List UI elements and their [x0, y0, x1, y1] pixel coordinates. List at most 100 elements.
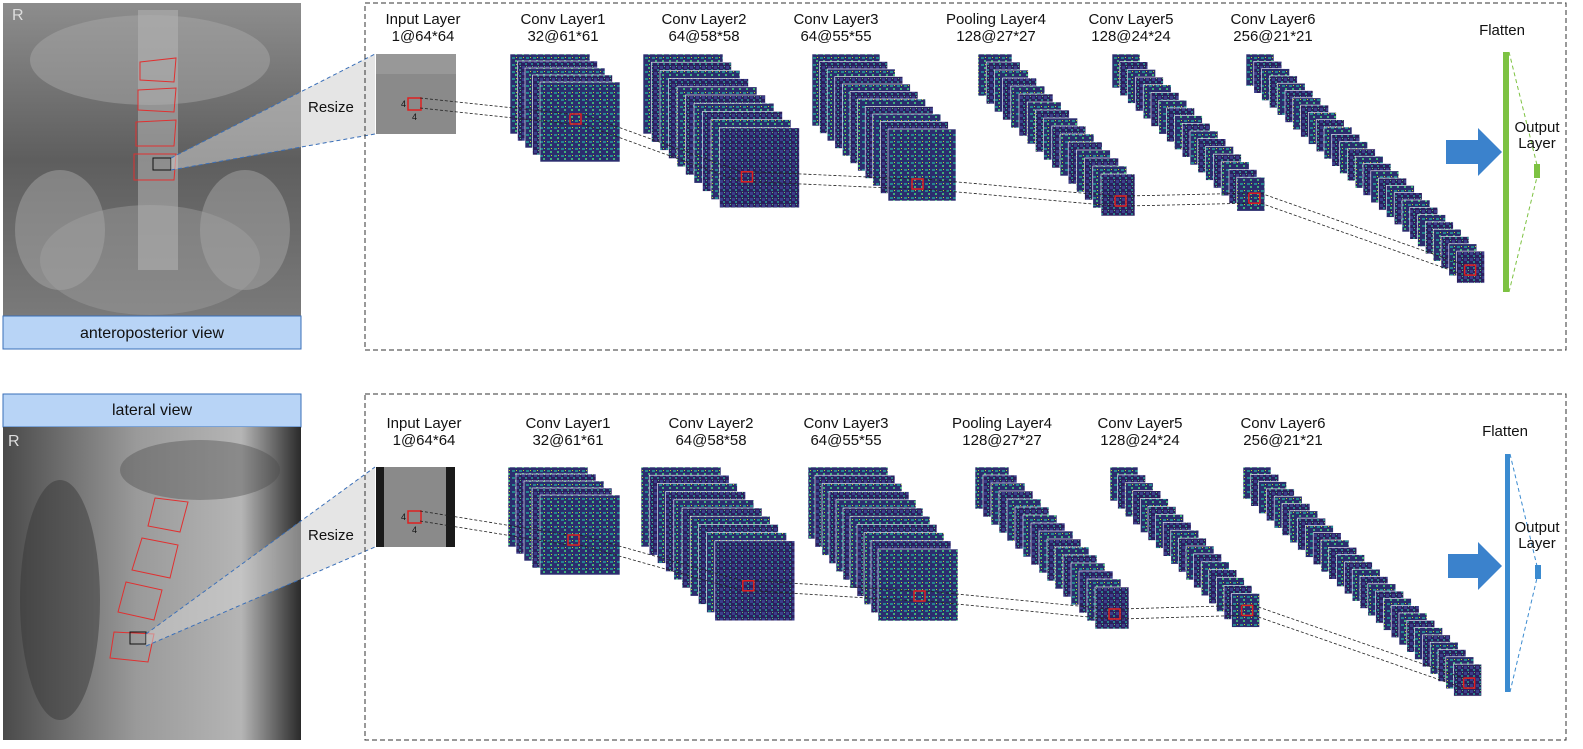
kernel-box: [1114, 195, 1127, 207]
layer-name: Conv Layer6: [1230, 11, 1315, 28]
vertebra-outline: [109, 631, 155, 663]
layer-size: 64@58*58: [668, 28, 739, 45]
panel-lateral: lateral view R Resize Input Layer 1@64*6…: [2, 393, 1567, 741]
layer-name: Conv Layer5: [1097, 415, 1182, 432]
kernel-box: [1240, 604, 1254, 617]
connection-line: [1120, 605, 1242, 610]
xray-corner-mark: R: [8, 433, 20, 450]
feature-map-stack: [640, 466, 796, 622]
connection-line: [925, 600, 1110, 620]
feature-map: [1100, 173, 1136, 217]
feature-map: [1231, 593, 1260, 628]
output-node-lat: [1535, 565, 1541, 579]
network-box-ap: [364, 2, 1567, 351]
layer-size: 1@64*64: [393, 432, 456, 449]
connection-line: [1126, 192, 1249, 197]
arrow-icon: [1446, 128, 1502, 176]
flatten-bar-ap: [1503, 52, 1509, 292]
kernel-box: [740, 171, 754, 183]
resize-label-ap: Resize: [308, 99, 354, 116]
feature-map: [1456, 250, 1485, 284]
zoom-cone: [146, 467, 375, 646]
vertebra-outline: [131, 537, 179, 579]
feature-map: [1094, 586, 1130, 630]
connection-line: [1126, 202, 1249, 207]
layer-size: 128@27*27: [956, 28, 1035, 45]
vertebra-outline: [139, 57, 177, 83]
kernel-box: [1462, 677, 1476, 689]
output-label-ap: Output: [1514, 119, 1560, 136]
layer-name: Input Layer: [386, 415, 461, 432]
layer-name: Conv Layer3: [803, 415, 888, 432]
layer-size: 64@55*55: [800, 28, 871, 45]
kernel-box: [407, 97, 422, 111]
layer-name: Conv Layer1: [525, 415, 610, 432]
kernel-box: [742, 580, 755, 592]
layer-size: 64@58*58: [675, 432, 746, 449]
feature-map-stack: [807, 466, 959, 622]
feature-map-stack: [1111, 53, 1266, 212]
connection-line: [581, 113, 742, 173]
kernel-box: [567, 534, 580, 546]
connection-line: [753, 171, 913, 180]
kernel-box: [569, 113, 582, 125]
kernel-box: [913, 590, 926, 602]
zoom-cone: [171, 54, 375, 170]
view-label-lat: lateral view: [112, 402, 192, 419]
feature-map-stack: [509, 53, 621, 163]
layer-size: 32@61*61: [532, 432, 603, 449]
xray-image-ap: R: [3, 3, 301, 317]
layer-size: 128@24*24: [1091, 28, 1170, 45]
connection-line: [1120, 615, 1242, 620]
feature-map-stack: [642, 53, 800, 209]
kernel-box: [911, 178, 924, 190]
layer-labels-lat: Input Layer 1@64*64 Conv Layer1 32@61*61…: [386, 415, 1325, 449]
feature-map: [539, 81, 621, 163]
layer-name: Conv Layer2: [668, 415, 753, 432]
connection-line: [1253, 615, 1464, 689]
kernel-box: [1463, 264, 1477, 276]
kernel-box: [407, 510, 422, 524]
feature-map-stack: [977, 53, 1136, 217]
output-node-ap: [1534, 164, 1540, 178]
feature-map: [877, 548, 959, 622]
kernel-label: 4: [412, 112, 417, 122]
layer-name: Conv Layer5: [1088, 11, 1173, 28]
layer-size: 128@24*24: [1100, 432, 1179, 449]
view-label-bar-ap: [2, 315, 302, 350]
xray-image-lat: R: [3, 427, 301, 740]
input-layer-ap: 4 4: [376, 54, 456, 134]
layer-name: Conv Layer1: [520, 11, 605, 28]
network-box-lat: [364, 393, 1567, 741]
input-layer-lat: 4 4: [376, 467, 455, 547]
vertebra-outline: [135, 119, 177, 147]
kernel-box: [1108, 608, 1121, 620]
output-label-lat: Output: [1514, 519, 1560, 536]
layer-size: 128@27*27: [962, 432, 1041, 449]
layer-name: Conv Layer6: [1240, 415, 1325, 432]
layer-labels-ap: Input Layer 1@64*64 Conv Layer1 32@61*61…: [385, 11, 1315, 45]
connection-line: [754, 590, 915, 602]
feature-map-stack: [507, 466, 621, 576]
connection-line: [579, 534, 743, 582]
feature-map-stacks-lat: [419, 466, 1482, 697]
layer-size: 256@21*21: [1233, 28, 1312, 45]
feature-map: [719, 127, 800, 209]
feature-map-stacks-ap: [419, 53, 1485, 284]
connection-line: [923, 188, 1116, 207]
arrow-icon: [1448, 542, 1502, 590]
resize-label-lat: Resize: [308, 527, 354, 544]
xray-corner-mark: R: [12, 7, 24, 24]
feature-map-stack: [1109, 466, 1260, 628]
layer-name: Conv Layer3: [793, 11, 878, 28]
connection-line: [1253, 605, 1464, 679]
vertebra-outline: [133, 153, 177, 181]
vertebra-outline: [147, 497, 189, 533]
panel-anteroposterior: R anteroposterior view Resize Input Laye…: [2, 2, 1567, 351]
layer-name: Input Layer: [385, 11, 460, 28]
kernel-label: 4: [401, 99, 406, 109]
layer-name: Pooling Layer4: [952, 415, 1052, 432]
connection-line: [925, 590, 1110, 610]
feature-map: [1236, 176, 1266, 212]
